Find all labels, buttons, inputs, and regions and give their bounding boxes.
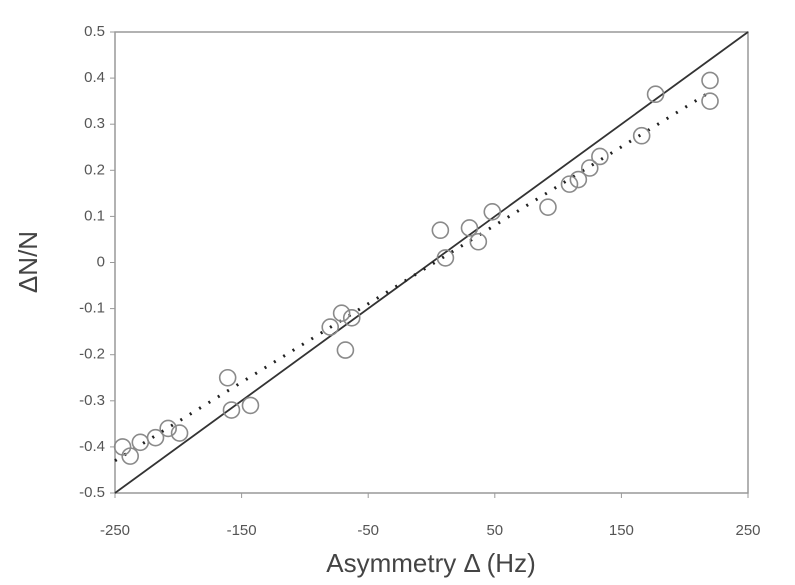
data-point [121, 447, 139, 465]
data-point [539, 198, 557, 216]
data-point [222, 401, 241, 419]
y-tick-label: 0.4 [84, 69, 105, 86]
data-point [591, 147, 609, 166]
data-point [469, 232, 488, 251]
data-point [332, 304, 351, 323]
data-point [560, 175, 579, 193]
y-tick-label: -0.5 [79, 484, 105, 501]
fit-line [114, 31, 749, 494]
y-tick-label: 0.2 [84, 161, 105, 178]
y-tick-label: -0.4 [79, 438, 105, 455]
x-axis-label: Asymmetry Δ (Hz) [326, 548, 535, 578]
data-point [131, 433, 150, 452]
x-tick-label: 150 [609, 522, 634, 539]
data-point [701, 71, 719, 90]
y-tick-label: -0.1 [79, 300, 105, 317]
data-point [632, 126, 651, 145]
data-point [342, 309, 361, 327]
data-point [241, 396, 260, 415]
data-point [646, 85, 665, 104]
data-point [701, 92, 719, 110]
y-tick-label: 0.5 [84, 23, 105, 40]
data-point [483, 202, 502, 221]
x-tick-label: -250 [100, 522, 130, 539]
y-tick-label: 0.3 [84, 115, 105, 132]
data-point [146, 428, 165, 447]
data-point [336, 341, 355, 359]
y-tick-label: 0 [97, 253, 105, 270]
y-tick-label: -0.3 [79, 392, 105, 409]
y-tick-label: -0.2 [79, 346, 105, 363]
data-point [321, 318, 340, 336]
y-axis-label: ΔN/N [13, 231, 43, 293]
x-tick-label: 250 [735, 522, 760, 539]
data-point [431, 221, 450, 240]
data-point [436, 249, 455, 267]
x-tick-label: -50 [357, 522, 379, 539]
data-point [580, 159, 599, 177]
data-point [170, 424, 189, 442]
data-point [159, 419, 177, 438]
x-tick-label: -150 [227, 522, 257, 539]
data-point [569, 170, 588, 189]
data-point [218, 368, 237, 387]
x-tick-label: 50 [486, 522, 503, 539]
y-tick-label: 0.1 [84, 207, 105, 224]
data-point [460, 219, 479, 237]
fit-line [114, 90, 711, 463]
